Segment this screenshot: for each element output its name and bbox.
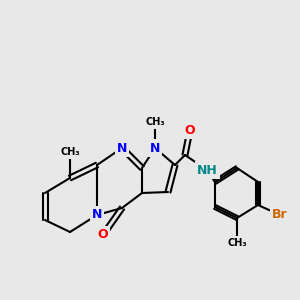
- Text: O: O: [98, 229, 108, 242]
- Text: N: N: [150, 142, 160, 154]
- Text: Br: Br: [272, 208, 288, 221]
- Text: NH: NH: [196, 164, 218, 176]
- Text: CH₃: CH₃: [145, 117, 165, 127]
- Text: O: O: [185, 124, 195, 136]
- Text: N: N: [92, 208, 102, 221]
- Text: CH₃: CH₃: [227, 238, 247, 248]
- Text: CH₃: CH₃: [60, 147, 80, 157]
- Text: N: N: [117, 142, 127, 154]
